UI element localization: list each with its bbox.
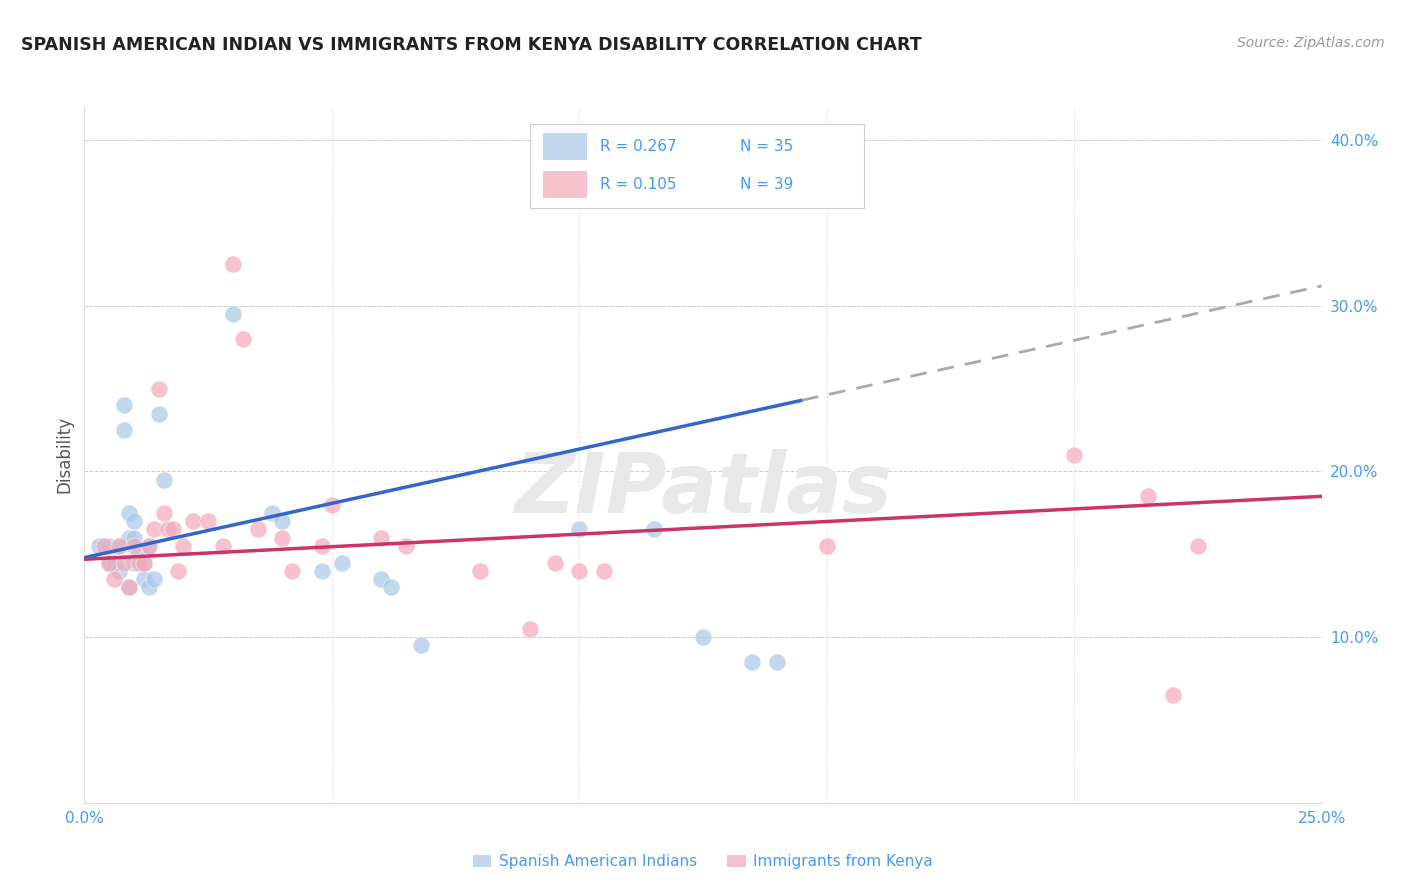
Point [222,257,245,271]
Y-axis label: Disability: Disability [55,417,73,493]
Point [1161,688,1184,702]
Point [330,556,353,570]
Point [108,539,131,553]
Point [108,539,131,553]
Point [142,572,165,586]
Point [741,655,763,669]
Point [108,564,131,578]
Point [470,564,492,578]
Point [112,556,135,570]
Point [1187,539,1209,553]
Point [395,539,418,553]
Point [271,514,294,528]
Point [122,556,145,570]
Point [311,539,333,553]
Point [132,556,155,570]
Point [1137,489,1160,503]
Point [321,498,343,512]
Point [643,523,665,537]
Point [152,506,174,520]
Point [98,556,121,570]
Point [122,539,145,553]
Text: Source: ZipAtlas.com: Source: ZipAtlas.com [1237,36,1385,50]
Point [262,506,284,520]
Point [212,539,235,553]
Point [167,564,190,578]
Point [181,514,204,528]
Point [380,581,402,595]
Legend: Spanish American Indians, Immigrants from Kenya: Spanish American Indians, Immigrants fro… [467,848,939,875]
Point [370,531,392,545]
Point [162,523,184,537]
Point [815,539,838,553]
Point [246,523,269,537]
Point [122,514,145,528]
Point [692,630,714,644]
Point [98,539,121,553]
Point [118,581,141,595]
Point [93,539,115,553]
Point [543,556,565,570]
Point [132,572,155,586]
Point [112,423,135,437]
Point [222,307,245,321]
Point [122,531,145,545]
Point [281,564,304,578]
Point [197,514,219,528]
Point [148,382,170,396]
Point [103,572,125,586]
Point [232,332,254,346]
Point [568,564,591,578]
Point [132,556,155,570]
Point [138,539,160,553]
Point [766,655,789,669]
Point [271,531,294,545]
Point [152,473,174,487]
Text: ZIPatlas: ZIPatlas [515,450,891,530]
Point [118,581,141,595]
Point [128,547,150,561]
Point [142,523,165,537]
Point [128,556,150,570]
Point [172,539,194,553]
Point [568,523,591,537]
Point [89,539,111,553]
Point [1063,448,1085,462]
Point [148,407,170,421]
Point [409,639,432,653]
Point [103,556,125,570]
Point [112,398,135,412]
Point [370,572,392,586]
Point [519,622,541,636]
Point [118,506,141,520]
Point [118,531,141,545]
Point [593,564,616,578]
Text: SPANISH AMERICAN INDIAN VS IMMIGRANTS FROM KENYA DISABILITY CORRELATION CHART: SPANISH AMERICAN INDIAN VS IMMIGRANTS FR… [21,36,922,54]
Point [157,523,180,537]
Point [311,564,333,578]
Point [98,556,121,570]
Point [138,539,160,553]
Point [138,581,160,595]
